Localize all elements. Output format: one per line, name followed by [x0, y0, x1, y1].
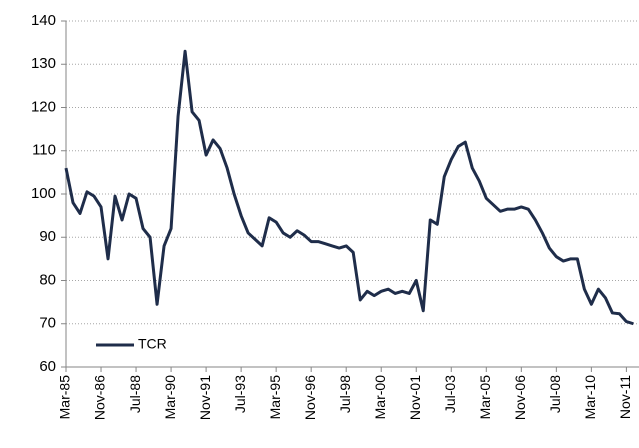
x-tick-label: Jul-98 [337, 375, 353, 413]
x-tick-label: Mar-90 [162, 375, 178, 420]
x-tick-label: Nov-86 [92, 375, 108, 420]
x-tick-label: Mar-95 [267, 375, 283, 420]
y-tick-label: 70 [39, 315, 56, 332]
legend-label: TCR [138, 336, 167, 352]
y-tick-label: 80 [39, 271, 56, 288]
x-tick-label: Jul-08 [547, 375, 563, 413]
y-tick-label: 100 [31, 185, 56, 202]
x-tick-label: Nov-01 [407, 375, 423, 420]
x-tick-label: Nov-11 [617, 375, 633, 419]
x-tick-label: Mar-10 [582, 375, 598, 420]
x-tick-label: Mar-85 [57, 375, 73, 420]
x-tick-label: Nov-96 [302, 375, 318, 420]
x-tick-label: Jul-88 [127, 375, 143, 413]
x-tick-label: Nov-91 [197, 375, 213, 420]
y-tick-label: 110 [32, 142, 56, 159]
x-tick-label: Mar-00 [372, 375, 388, 420]
y-tick-label: 140 [31, 12, 56, 29]
x-tick-label: Nov-06 [512, 375, 528, 420]
y-tick-label: 130 [31, 55, 56, 72]
y-tick-label: 120 [31, 98, 56, 115]
x-tick-label: Mar-05 [477, 375, 493, 420]
x-tick-label: Jul-93 [232, 375, 248, 413]
y-tick-label: 60 [39, 358, 56, 375]
series-line [64, 49, 634, 326]
x-tick-label: Jul-03 [442, 375, 458, 413]
y-tick-label: 90 [39, 228, 56, 245]
